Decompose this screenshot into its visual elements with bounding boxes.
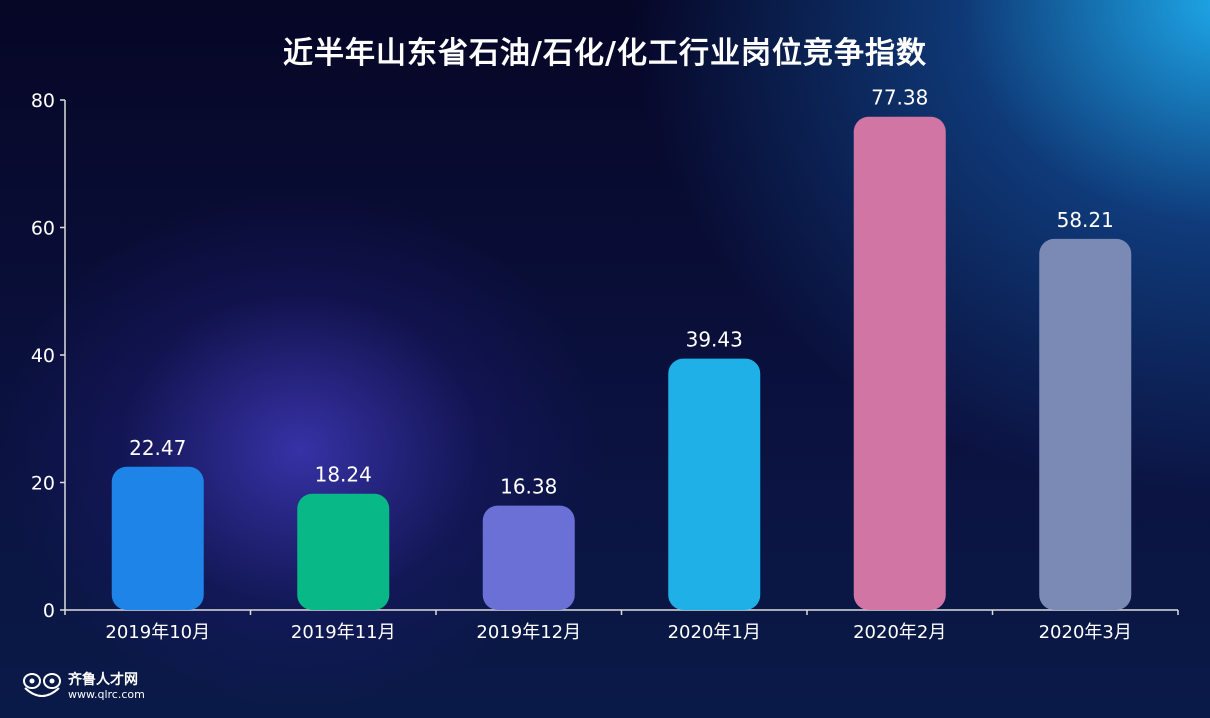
x-tick-label: 2019年10月 <box>105 622 210 643</box>
bar-3 <box>668 358 761 610</box>
bar-5 <box>1039 238 1132 610</box>
y-tick-label: 20 <box>31 473 55 495</box>
x-tick-label: 2019年11月 <box>291 622 396 643</box>
data-label: 16.38 <box>500 475 557 499</box>
y-tick-label: 80 <box>31 90 55 112</box>
chart-title: 近半年山东省石油/石化/化工行业岗位竞争指数 <box>283 36 927 71</box>
frog-logo-icon <box>23 673 61 697</box>
bar-2 <box>482 505 575 610</box>
x-tick-label: 2019年12月 <box>476 622 581 643</box>
y-tick-label: 40 <box>31 345 55 367</box>
data-label: 58.21 <box>1057 208 1114 232</box>
y-tick-label: 60 <box>31 218 55 240</box>
x-tick-label: 2020年2月 <box>853 622 946 643</box>
bar-4 <box>853 116 946 610</box>
logo-name: 齐鲁人才网 <box>68 671 138 688</box>
data-label: 18.24 <box>315 463 372 487</box>
bar-0 <box>111 466 204 610</box>
bar-1 <box>297 493 390 610</box>
data-label: 22.47 <box>129 436 186 460</box>
data-label: 77.38 <box>871 86 928 110</box>
logo-url: www.qlrc.com <box>68 687 145 701</box>
logo: 齐鲁人才网 www.qlrc.com <box>22 672 145 700</box>
y-tick-label: 0 <box>43 600 55 622</box>
x-tick-label: 2020年3月 <box>1039 622 1132 643</box>
data-label: 39.43 <box>686 328 743 352</box>
x-tick-label: 2020年1月 <box>668 622 761 643</box>
